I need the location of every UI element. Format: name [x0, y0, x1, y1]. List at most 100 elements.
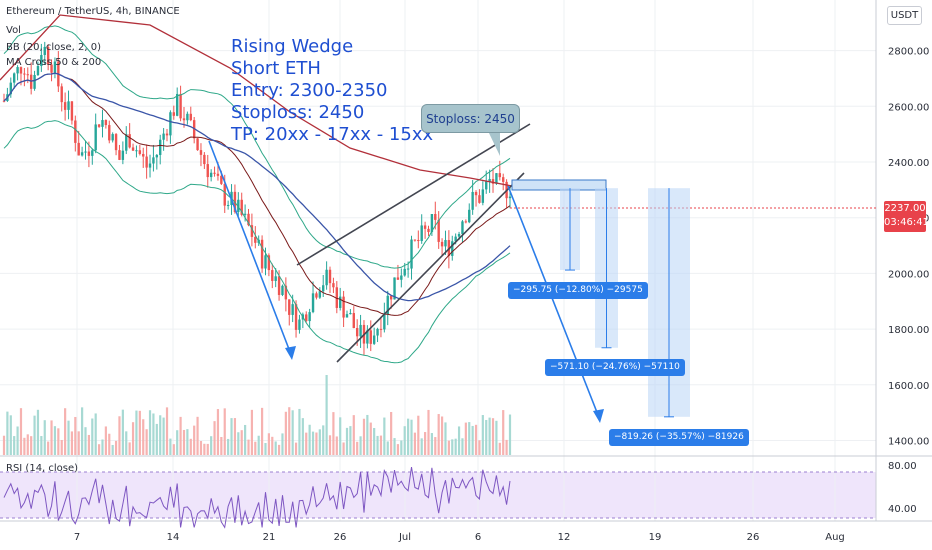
candle-body-7 — [26, 74, 29, 76]
currency-button[interactable]: USDT — [887, 6, 922, 25]
measurement-label-3[interactable]: −819.26 (−35.57%) −81926 — [609, 429, 749, 446]
volume-bar-10 — [36, 409, 40, 455]
volume-bar-82 — [281, 433, 284, 455]
volume-bar-0 — [2, 435, 6, 455]
volume-bar-149 — [508, 414, 512, 455]
price-tick-5: 1800.00 — [888, 325, 929, 336]
measurement-label-2[interactable]: −571.10 (−24.76%) −57110 — [545, 359, 685, 376]
volume-bar-110 — [376, 435, 379, 455]
candle-body-147 — [502, 177, 505, 182]
volume-bar-125 — [427, 409, 430, 455]
candle-body-78 — [267, 255, 271, 271]
volume-bar-139 — [474, 424, 478, 455]
volume-bar-74 — [254, 441, 257, 455]
candle-body-87 — [298, 319, 301, 330]
volume-bar-132 — [451, 439, 454, 455]
candle-body-116 — [396, 277, 400, 280]
date-tick-8: 26 — [747, 532, 760, 543]
candle-body-105 — [359, 324, 362, 337]
volume-bar-113 — [386, 441, 389, 455]
volume-bar-68 — [233, 418, 237, 455]
volume-bar-3 — [13, 436, 16, 455]
candle-body-93 — [318, 291, 322, 298]
annotation-entry: Entry: 2300-2350 — [231, 80, 388, 101]
candle-body-125 — [427, 228, 430, 233]
candle-body-90 — [308, 312, 311, 322]
volume-bar-140 — [478, 440, 481, 455]
volume-bar-76 — [260, 407, 264, 455]
volume-bar-115 — [393, 438, 396, 455]
candle-body-21 — [74, 120, 77, 143]
volume-bar-131 — [447, 440, 450, 455]
candle-body-86 — [294, 304, 298, 330]
candle-body-94 — [322, 285, 325, 292]
candle-body-79 — [271, 270, 274, 281]
volume-bar-18 — [64, 408, 67, 455]
volume-bar-73 — [250, 409, 254, 455]
candle-body-136 — [464, 221, 468, 223]
stoploss-callout[interactable]: Stoploss: 2450 — [421, 104, 520, 133]
candle-body-46 — [159, 139, 162, 155]
price-tick-4: 2000.00 — [888, 269, 929, 280]
rsi-legend: RSI (14, close) — [6, 463, 79, 474]
volume-bar-141 — [481, 415, 484, 455]
volume-bar-55 — [189, 438, 192, 455]
volume-bar-123 — [420, 438, 423, 455]
volume-bar-145 — [495, 420, 498, 455]
candle-body-25 — [87, 151, 91, 156]
candle-body-12 — [43, 46, 46, 55]
volume-bar-59 — [203, 443, 206, 455]
measurement-label-1[interactable]: −295.75 (−12.80%) −29575 — [508, 282, 648, 299]
volume-bar-67 — [230, 418, 233, 455]
candle-body-61 — [209, 172, 213, 178]
volume-bar-143 — [488, 417, 491, 455]
candle-body-24 — [84, 151, 87, 153]
candle-body-103 — [352, 313, 355, 329]
volume-bar-98 — [335, 436, 338, 455]
volume-bar-34 — [118, 416, 121, 455]
volume-bar-81 — [277, 444, 281, 455]
volume-bar-105 — [359, 436, 362, 455]
volume-bar-19 — [67, 420, 70, 455]
candle-body-144 — [491, 179, 495, 184]
candle-body-137 — [468, 209, 471, 223]
volume-bar-103 — [352, 415, 355, 455]
volume-bar-53 — [182, 429, 186, 455]
candle-body-42 — [145, 156, 148, 168]
volume-bar-13 — [47, 441, 50, 455]
volume-bar-147 — [502, 410, 505, 455]
volume-bar-57 — [196, 416, 199, 455]
volume-bar-30 — [104, 426, 107, 455]
volume-bar-24 — [84, 427, 87, 455]
volume-bar-101 — [345, 427, 349, 455]
candle-body-57 — [196, 138, 199, 151]
candle-body-4 — [16, 67, 19, 74]
wedge-lower-line — [336, 172, 525, 363]
candle-body-146 — [498, 173, 502, 178]
volume-bar-133 — [454, 438, 457, 455]
candle-body-20 — [70, 101, 74, 121]
candle-body-22 — [77, 142, 80, 156]
candle-body-49 — [169, 112, 172, 136]
candle-body-5 — [19, 67, 23, 74]
volume-bar-41 — [142, 419, 145, 455]
volume-bar-112 — [383, 417, 386, 455]
candle-body-98 — [335, 287, 339, 308]
volume-bar-88 — [301, 418, 304, 455]
volume-bar-80 — [274, 441, 277, 455]
volume-bar-51 — [176, 430, 179, 455]
candle-body-37 — [128, 134, 131, 148]
candle-body-135 — [461, 221, 464, 234]
candle-body-18 — [63, 102, 67, 110]
volume-bar-1 — [6, 411, 9, 455]
volume-bar-35 — [121, 409, 124, 455]
volume-bar-117 — [400, 440, 403, 455]
candle-body-130 — [444, 240, 447, 247]
candle-body-76 — [260, 239, 264, 269]
projection-arrow-head — [593, 409, 604, 423]
candle-body-77 — [264, 255, 267, 269]
volume-bar-21 — [74, 416, 77, 455]
candle-body-95 — [325, 269, 328, 286]
candle-body-115 — [393, 277, 396, 300]
